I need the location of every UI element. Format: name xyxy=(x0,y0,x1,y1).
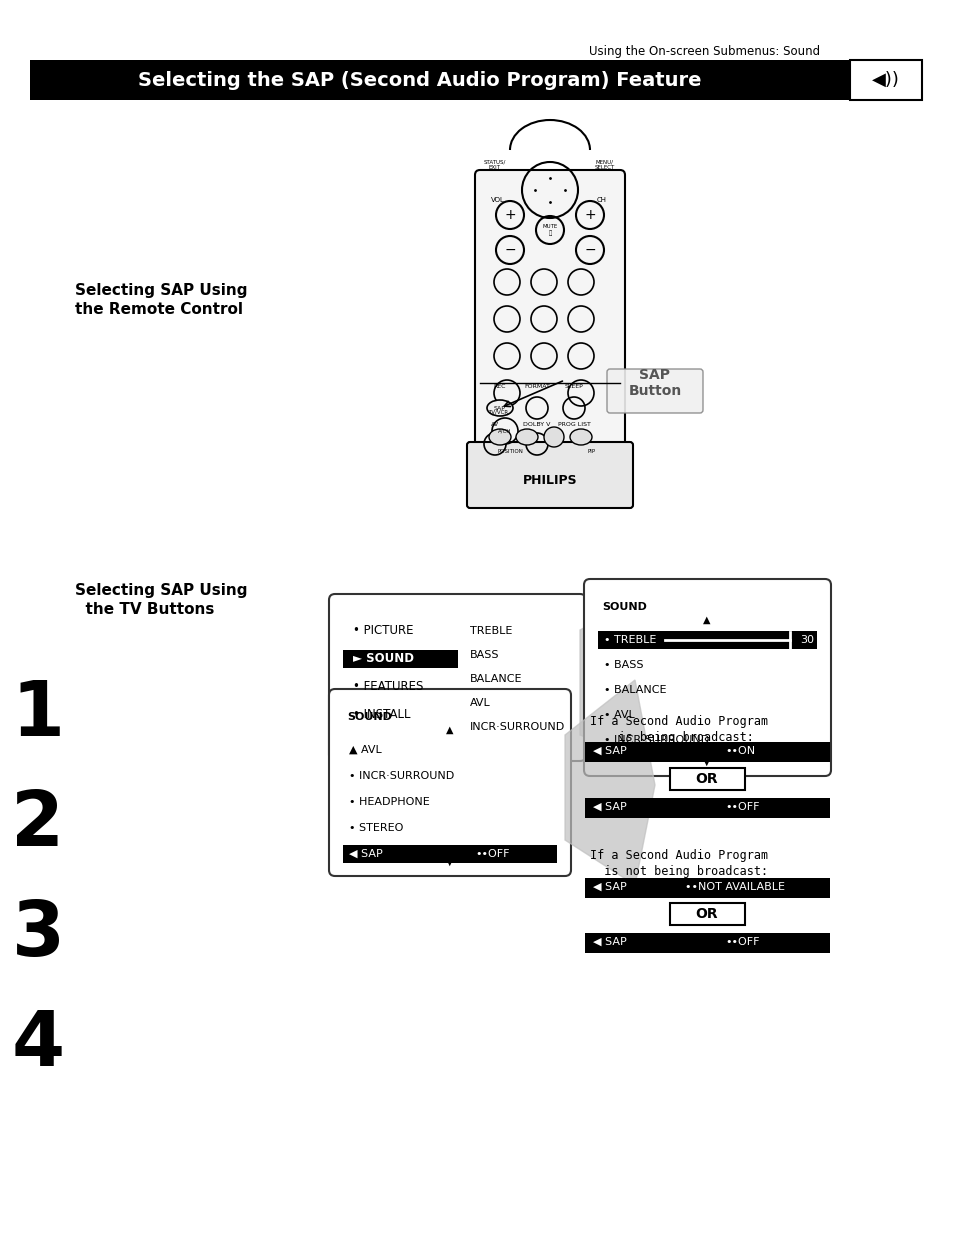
Text: BASS: BASS xyxy=(470,650,499,659)
Text: ◀ SAP: ◀ SAP xyxy=(593,882,626,892)
Text: • INCR·SURROUND: • INCR·SURROUND xyxy=(349,771,454,781)
Text: POSITION: POSITION xyxy=(497,450,522,454)
Text: Selecting SAP Using: Selecting SAP Using xyxy=(75,283,247,298)
Text: 2: 2 xyxy=(11,788,65,862)
Text: A/CH: A/CH xyxy=(497,429,511,433)
Text: • FEATURES: • FEATURES xyxy=(353,680,423,694)
Text: ••ON: ••ON xyxy=(724,746,755,756)
Text: • STEREO: • STEREO xyxy=(349,823,403,832)
Text: • BASS: • BASS xyxy=(603,659,643,671)
Text: the TV Buttons: the TV Buttons xyxy=(75,603,214,618)
Text: • AVL: • AVL xyxy=(603,710,634,720)
Text: ◀)): ◀)) xyxy=(871,70,899,89)
FancyBboxPatch shape xyxy=(606,369,702,412)
Text: 1: 1 xyxy=(11,678,65,752)
Text: ► SOUND: ► SOUND xyxy=(353,652,414,666)
Text: TV/VCR: TV/VCR xyxy=(487,410,508,415)
Text: ••OFF: ••OFF xyxy=(724,937,759,947)
Text: SLEEP: SLEEP xyxy=(564,384,583,389)
Text: Selecting SAP Using: Selecting SAP Using xyxy=(75,583,247,598)
Text: −: − xyxy=(583,243,596,257)
Text: OR: OR xyxy=(695,772,718,785)
Text: ▲: ▲ xyxy=(702,615,710,625)
Text: ▲: ▲ xyxy=(446,725,454,735)
FancyBboxPatch shape xyxy=(598,631,816,650)
Text: FORMAT: FORMAT xyxy=(523,384,549,389)
Text: ••OFF: ••OFF xyxy=(475,848,509,860)
Text: If a Second Audio Program: If a Second Audio Program xyxy=(589,848,767,862)
Text: is not being broadcast:: is not being broadcast: xyxy=(589,864,767,878)
Text: 30: 30 xyxy=(800,635,813,645)
FancyBboxPatch shape xyxy=(30,61,849,100)
FancyBboxPatch shape xyxy=(584,878,829,898)
FancyBboxPatch shape xyxy=(584,932,829,953)
Text: PHILIPS: PHILIPS xyxy=(522,473,577,487)
Text: REC: REC xyxy=(494,384,506,389)
Text: SOUND: SOUND xyxy=(601,601,646,613)
Ellipse shape xyxy=(489,429,511,445)
Text: INCR·SURROUND: INCR·SURROUND xyxy=(470,722,565,732)
Text: • TREBLE: • TREBLE xyxy=(603,635,656,645)
Ellipse shape xyxy=(569,429,592,445)
Text: −: − xyxy=(503,243,516,257)
FancyBboxPatch shape xyxy=(669,903,744,925)
Text: SAP: SAP xyxy=(494,405,505,410)
Text: +: + xyxy=(503,207,516,222)
Text: ▼: ▼ xyxy=(702,757,710,767)
Text: • INSTALL: • INSTALL xyxy=(353,709,410,721)
Text: CH: CH xyxy=(597,198,606,203)
Text: Using the On-screen Submenus: Sound: Using the On-screen Submenus: Sound xyxy=(588,46,820,58)
FancyBboxPatch shape xyxy=(669,768,744,790)
FancyBboxPatch shape xyxy=(329,594,585,761)
Text: MUTE
🔇: MUTE 🔇 xyxy=(542,225,558,236)
FancyBboxPatch shape xyxy=(849,61,921,100)
Text: If a Second Audio Program: If a Second Audio Program xyxy=(589,715,767,729)
Text: ◀ SAP: ◀ SAP xyxy=(593,937,626,947)
Text: ◀ SAP: ◀ SAP xyxy=(593,746,626,756)
Text: ▼: ▼ xyxy=(446,857,454,867)
Text: SOUND: SOUND xyxy=(347,713,392,722)
Polygon shape xyxy=(564,680,655,885)
Text: ◀ SAP: ◀ SAP xyxy=(593,802,626,811)
FancyBboxPatch shape xyxy=(583,579,830,776)
Text: PIP: PIP xyxy=(587,450,596,454)
FancyBboxPatch shape xyxy=(584,798,829,818)
Polygon shape xyxy=(579,590,669,764)
Text: Selecting the SAP (Second Audio Program) Feature: Selecting the SAP (Second Audio Program)… xyxy=(138,70,701,89)
Text: ••OFF: ••OFF xyxy=(724,802,759,811)
Ellipse shape xyxy=(486,400,513,416)
Text: AVL: AVL xyxy=(470,698,490,708)
Text: MENU/
SELECT: MENU/ SELECT xyxy=(595,159,615,170)
Text: OR: OR xyxy=(695,906,718,921)
FancyBboxPatch shape xyxy=(475,170,624,450)
Text: the Remote Control: the Remote Control xyxy=(75,303,243,317)
Text: 3: 3 xyxy=(11,898,65,972)
Ellipse shape xyxy=(516,429,537,445)
Text: • INCR·SURROUND: • INCR·SURROUND xyxy=(603,735,708,745)
FancyBboxPatch shape xyxy=(343,845,557,863)
Text: AV: AV xyxy=(491,422,498,427)
FancyBboxPatch shape xyxy=(329,689,571,876)
FancyBboxPatch shape xyxy=(584,742,829,762)
Text: • HEADPHONE: • HEADPHONE xyxy=(349,797,429,806)
FancyBboxPatch shape xyxy=(467,442,633,508)
Text: • PICTURE: • PICTURE xyxy=(353,625,413,637)
FancyBboxPatch shape xyxy=(343,650,457,668)
Circle shape xyxy=(543,427,563,447)
Text: +: + xyxy=(583,207,596,222)
Text: VOL: VOL xyxy=(491,198,504,203)
Text: DOLBY V: DOLBY V xyxy=(523,422,550,427)
Text: PROG LIST: PROG LIST xyxy=(557,422,590,427)
Text: TREBLE: TREBLE xyxy=(470,626,512,636)
Text: STATUS/
EXIT: STATUS/ EXIT xyxy=(483,159,506,170)
Text: ▲ AVL: ▲ AVL xyxy=(349,745,381,755)
Text: 4: 4 xyxy=(11,1008,65,1082)
Text: • BALANCE: • BALANCE xyxy=(603,685,666,695)
Text: BALANCE: BALANCE xyxy=(470,674,522,684)
Text: SAP
Button: SAP Button xyxy=(628,368,680,398)
Text: ••NOT AVAILABLE: ••NOT AVAILABLE xyxy=(684,882,784,892)
Text: is being broadcast:: is being broadcast: xyxy=(589,731,753,745)
Text: ◀ SAP: ◀ SAP xyxy=(349,848,382,860)
